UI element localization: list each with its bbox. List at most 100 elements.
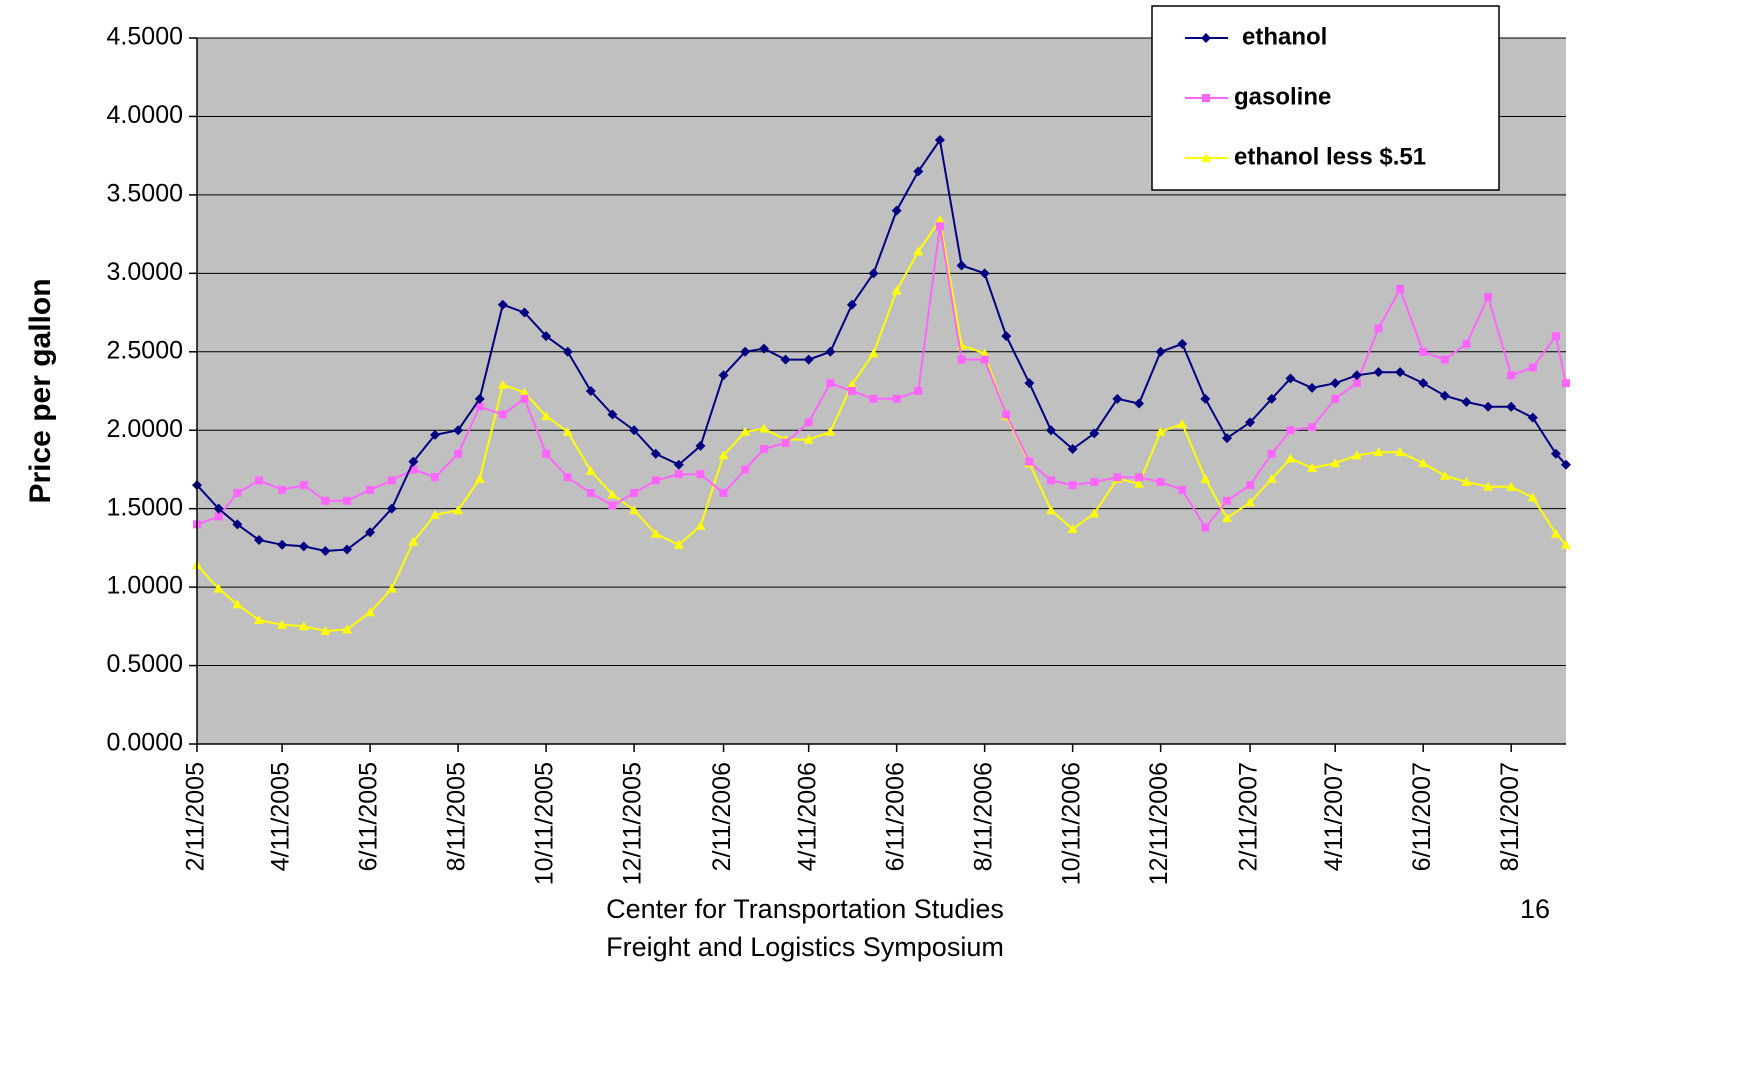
point — [498, 410, 507, 419]
point — [651, 476, 660, 485]
point — [1067, 524, 1078, 534]
series-line — [196, 217, 1567, 633]
y-tick-label: 2.0000 — [107, 415, 183, 443]
point — [1222, 496, 1231, 505]
point — [695, 520, 706, 530]
x-tick-label: 12/11/2005 — [619, 762, 647, 885]
point — [1133, 398, 1144, 409]
point — [1177, 338, 1188, 349]
point — [409, 465, 418, 474]
point — [474, 393, 485, 404]
point — [1551, 332, 1560, 341]
point — [320, 546, 331, 557]
point — [935, 222, 944, 231]
point — [868, 348, 879, 358]
x-tick-label: 4/11/2006 — [793, 762, 821, 871]
page-number: 16 — [1520, 894, 1550, 924]
footer-line: Freight and Logistics Symposium — [606, 932, 1004, 962]
point — [892, 394, 901, 403]
point — [608, 501, 617, 510]
point — [1307, 462, 1318, 472]
point — [431, 473, 440, 482]
point — [453, 425, 464, 436]
y-tick-label: 0.5000 — [107, 650, 183, 678]
x-tick-label: 12/11/2006 — [1145, 762, 1173, 885]
point — [956, 260, 967, 271]
y-tick-label: 0.0000 — [107, 729, 183, 757]
point — [1267, 449, 1276, 458]
point — [1330, 458, 1341, 468]
point — [718, 450, 729, 460]
point — [214, 512, 223, 521]
point — [254, 535, 265, 546]
point — [846, 379, 857, 389]
x-tick-label: 8/11/2007 — [1496, 762, 1524, 871]
point — [562, 426, 573, 436]
point — [321, 496, 330, 505]
legend-label: ethanol — [1242, 23, 1327, 50]
point — [1351, 370, 1362, 381]
x-tick-label: 10/11/2006 — [1057, 762, 1085, 885]
point — [1024, 378, 1035, 389]
point — [1025, 457, 1034, 466]
point — [541, 411, 552, 421]
point — [1483, 401, 1494, 412]
point — [1201, 153, 1211, 162]
point — [650, 528, 661, 538]
point — [1245, 417, 1256, 428]
point — [825, 346, 836, 357]
point — [1201, 33, 1211, 43]
point — [386, 503, 397, 514]
point — [254, 615, 265, 625]
point — [1200, 393, 1211, 404]
x-tick-label: 6/11/2007 — [1408, 762, 1436, 871]
point — [520, 394, 529, 403]
point — [718, 370, 729, 381]
point — [408, 456, 419, 467]
y-tick-label: 1.0000 — [107, 572, 183, 600]
point — [1507, 371, 1516, 380]
point — [1155, 346, 1166, 357]
series-line — [196, 137, 1567, 553]
point — [585, 386, 596, 396]
point — [741, 465, 750, 474]
point — [1089, 428, 1100, 439]
point — [232, 519, 243, 530]
point — [1286, 426, 1295, 435]
point — [803, 354, 814, 365]
point — [1089, 508, 1100, 518]
point — [825, 426, 836, 436]
point — [1373, 367, 1384, 378]
point — [1352, 379, 1361, 388]
point — [1461, 396, 1472, 407]
x-tick-label: 4/11/2007 — [1320, 762, 1348, 871]
point — [497, 379, 508, 389]
point — [1285, 453, 1296, 463]
point — [1133, 478, 1144, 488]
x-tick-label: 6/11/2005 — [355, 762, 383, 871]
point — [695, 440, 706, 451]
point — [1395, 367, 1406, 378]
point — [454, 449, 463, 458]
point — [1330, 378, 1341, 389]
point — [277, 539, 288, 550]
y-tick-label: 2.5000 — [107, 336, 183, 364]
point — [408, 536, 419, 546]
point — [213, 583, 224, 593]
point — [1200, 473, 1211, 483]
point — [1178, 485, 1187, 494]
point — [1550, 448, 1561, 459]
x-tick-label: 8/11/2005 — [443, 762, 471, 871]
point — [1221, 433, 1232, 444]
point — [780, 354, 791, 365]
point — [1002, 410, 1011, 419]
point — [1395, 447, 1406, 457]
point — [1046, 425, 1057, 436]
x-tick-label: 6/11/2006 — [881, 762, 909, 871]
point — [278, 485, 287, 494]
y-tick-label: 3.5000 — [107, 179, 183, 207]
point — [1068, 481, 1077, 490]
point — [847, 387, 856, 395]
x-tick-label: 2/11/2006 — [708, 762, 736, 871]
point — [233, 488, 242, 497]
